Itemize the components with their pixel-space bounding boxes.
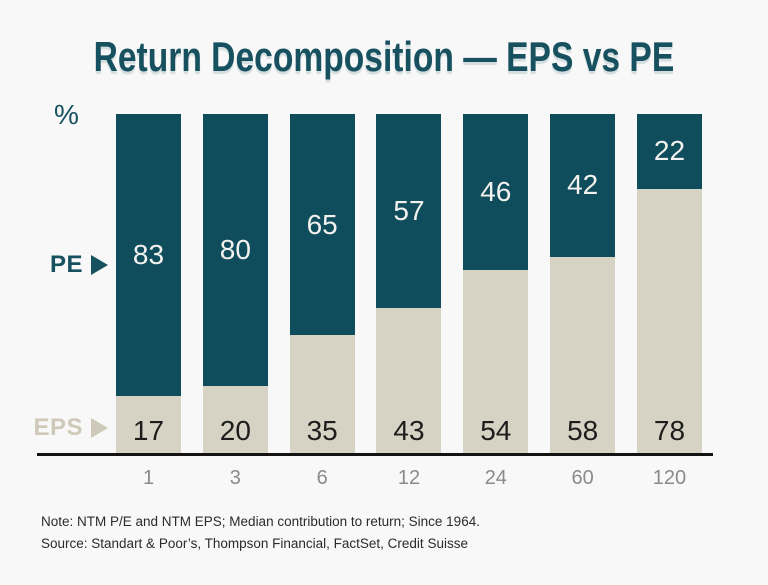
page-title: Return Decomposition — EPS vs PE bbox=[0, 33, 768, 81]
page-title-text: Return Decomposition — EPS vs PE bbox=[93, 33, 675, 80]
eps-segment bbox=[636, 188, 702, 454]
pe-value-label: 42 bbox=[567, 169, 599, 201]
pe-segment: 80 bbox=[202, 114, 268, 386]
eps-value-label: 54 bbox=[480, 415, 512, 446]
pe-value-label: 57 bbox=[393, 194, 425, 226]
pe-value-label: 83 bbox=[132, 239, 165, 271]
pe-value-label: 46 bbox=[480, 176, 512, 208]
pe-legend: PE bbox=[34, 251, 108, 279]
source-text: Source: Standart & Poor’s, Thompson Fina… bbox=[41, 536, 468, 551]
pe-segment: 57 bbox=[376, 114, 442, 308]
eps-legend: EPS bbox=[24, 414, 108, 442]
x-tick-label: 6 bbox=[316, 467, 328, 489]
eps-value-label: 20 bbox=[219, 415, 251, 446]
bar-group-1: 83 17 bbox=[116, 114, 181, 454]
bar-group-120: 22 78 bbox=[636, 114, 702, 454]
x-tick-label: 24 bbox=[484, 467, 507, 489]
pe-segment: 65 bbox=[289, 114, 355, 335]
pe-value-label: 65 bbox=[306, 208, 338, 240]
eps-legend-label: EPS bbox=[33, 414, 83, 441]
x-tick-label: 60 bbox=[571, 467, 594, 489]
x-tick-label: 12 bbox=[397, 467, 421, 489]
x-tick-label: 120 bbox=[652, 467, 687, 489]
eps-segment bbox=[463, 270, 529, 454]
y-axis-unit-label: % bbox=[54, 99, 79, 130]
eps-segment bbox=[202, 386, 268, 454]
note-text: Note: NTM P/E and NTM EPS; Median contri… bbox=[41, 514, 480, 529]
footnotes: Note: NTM P/E and NTM EPS; Median contri… bbox=[41, 511, 480, 555]
eps-segment bbox=[289, 335, 355, 454]
eps-segment bbox=[116, 396, 181, 454]
eps-value-label: 43 bbox=[393, 415, 425, 446]
x-axis-line bbox=[37, 453, 713, 456]
eps-arrow-icon bbox=[91, 418, 108, 438]
pe-segment: 83 bbox=[116, 114, 181, 397]
bar-group-24: 46 54 bbox=[463, 114, 529, 454]
eps-segment bbox=[376, 307, 442, 454]
x-axis-ticks: 1 3 6 12 24 60 120 bbox=[116, 467, 702, 490]
bars-area: 83 17 80 20 65 35 57 43 46 54 42 58 22 78 bbox=[116, 114, 702, 454]
bar-group-12: 57 43 bbox=[376, 114, 442, 454]
eps-value-label: 58 bbox=[567, 415, 599, 446]
x-tick-label: 3 bbox=[229, 467, 241, 489]
bar-group-60: 42 58 bbox=[550, 114, 616, 454]
pe-arrow-icon bbox=[91, 255, 108, 275]
bar-group-6: 65 35 bbox=[289, 114, 355, 454]
x-tick-label: 1 bbox=[142, 467, 155, 489]
eps-value-label: 35 bbox=[306, 415, 338, 446]
eps-segment bbox=[550, 256, 616, 454]
eps-value-label: 17 bbox=[132, 415, 165, 446]
pe-value-label: 22 bbox=[653, 135, 686, 167]
pe-segment: 42 bbox=[550, 114, 616, 257]
pe-segment: 22 bbox=[636, 114, 702, 189]
eps-value-label: 78 bbox=[653, 415, 686, 446]
pe-legend-label: PE bbox=[49, 251, 83, 278]
bar-group-3: 80 20 bbox=[202, 114, 268, 454]
pe-value-label: 80 bbox=[219, 234, 251, 265]
pe-segment: 46 bbox=[463, 114, 529, 271]
